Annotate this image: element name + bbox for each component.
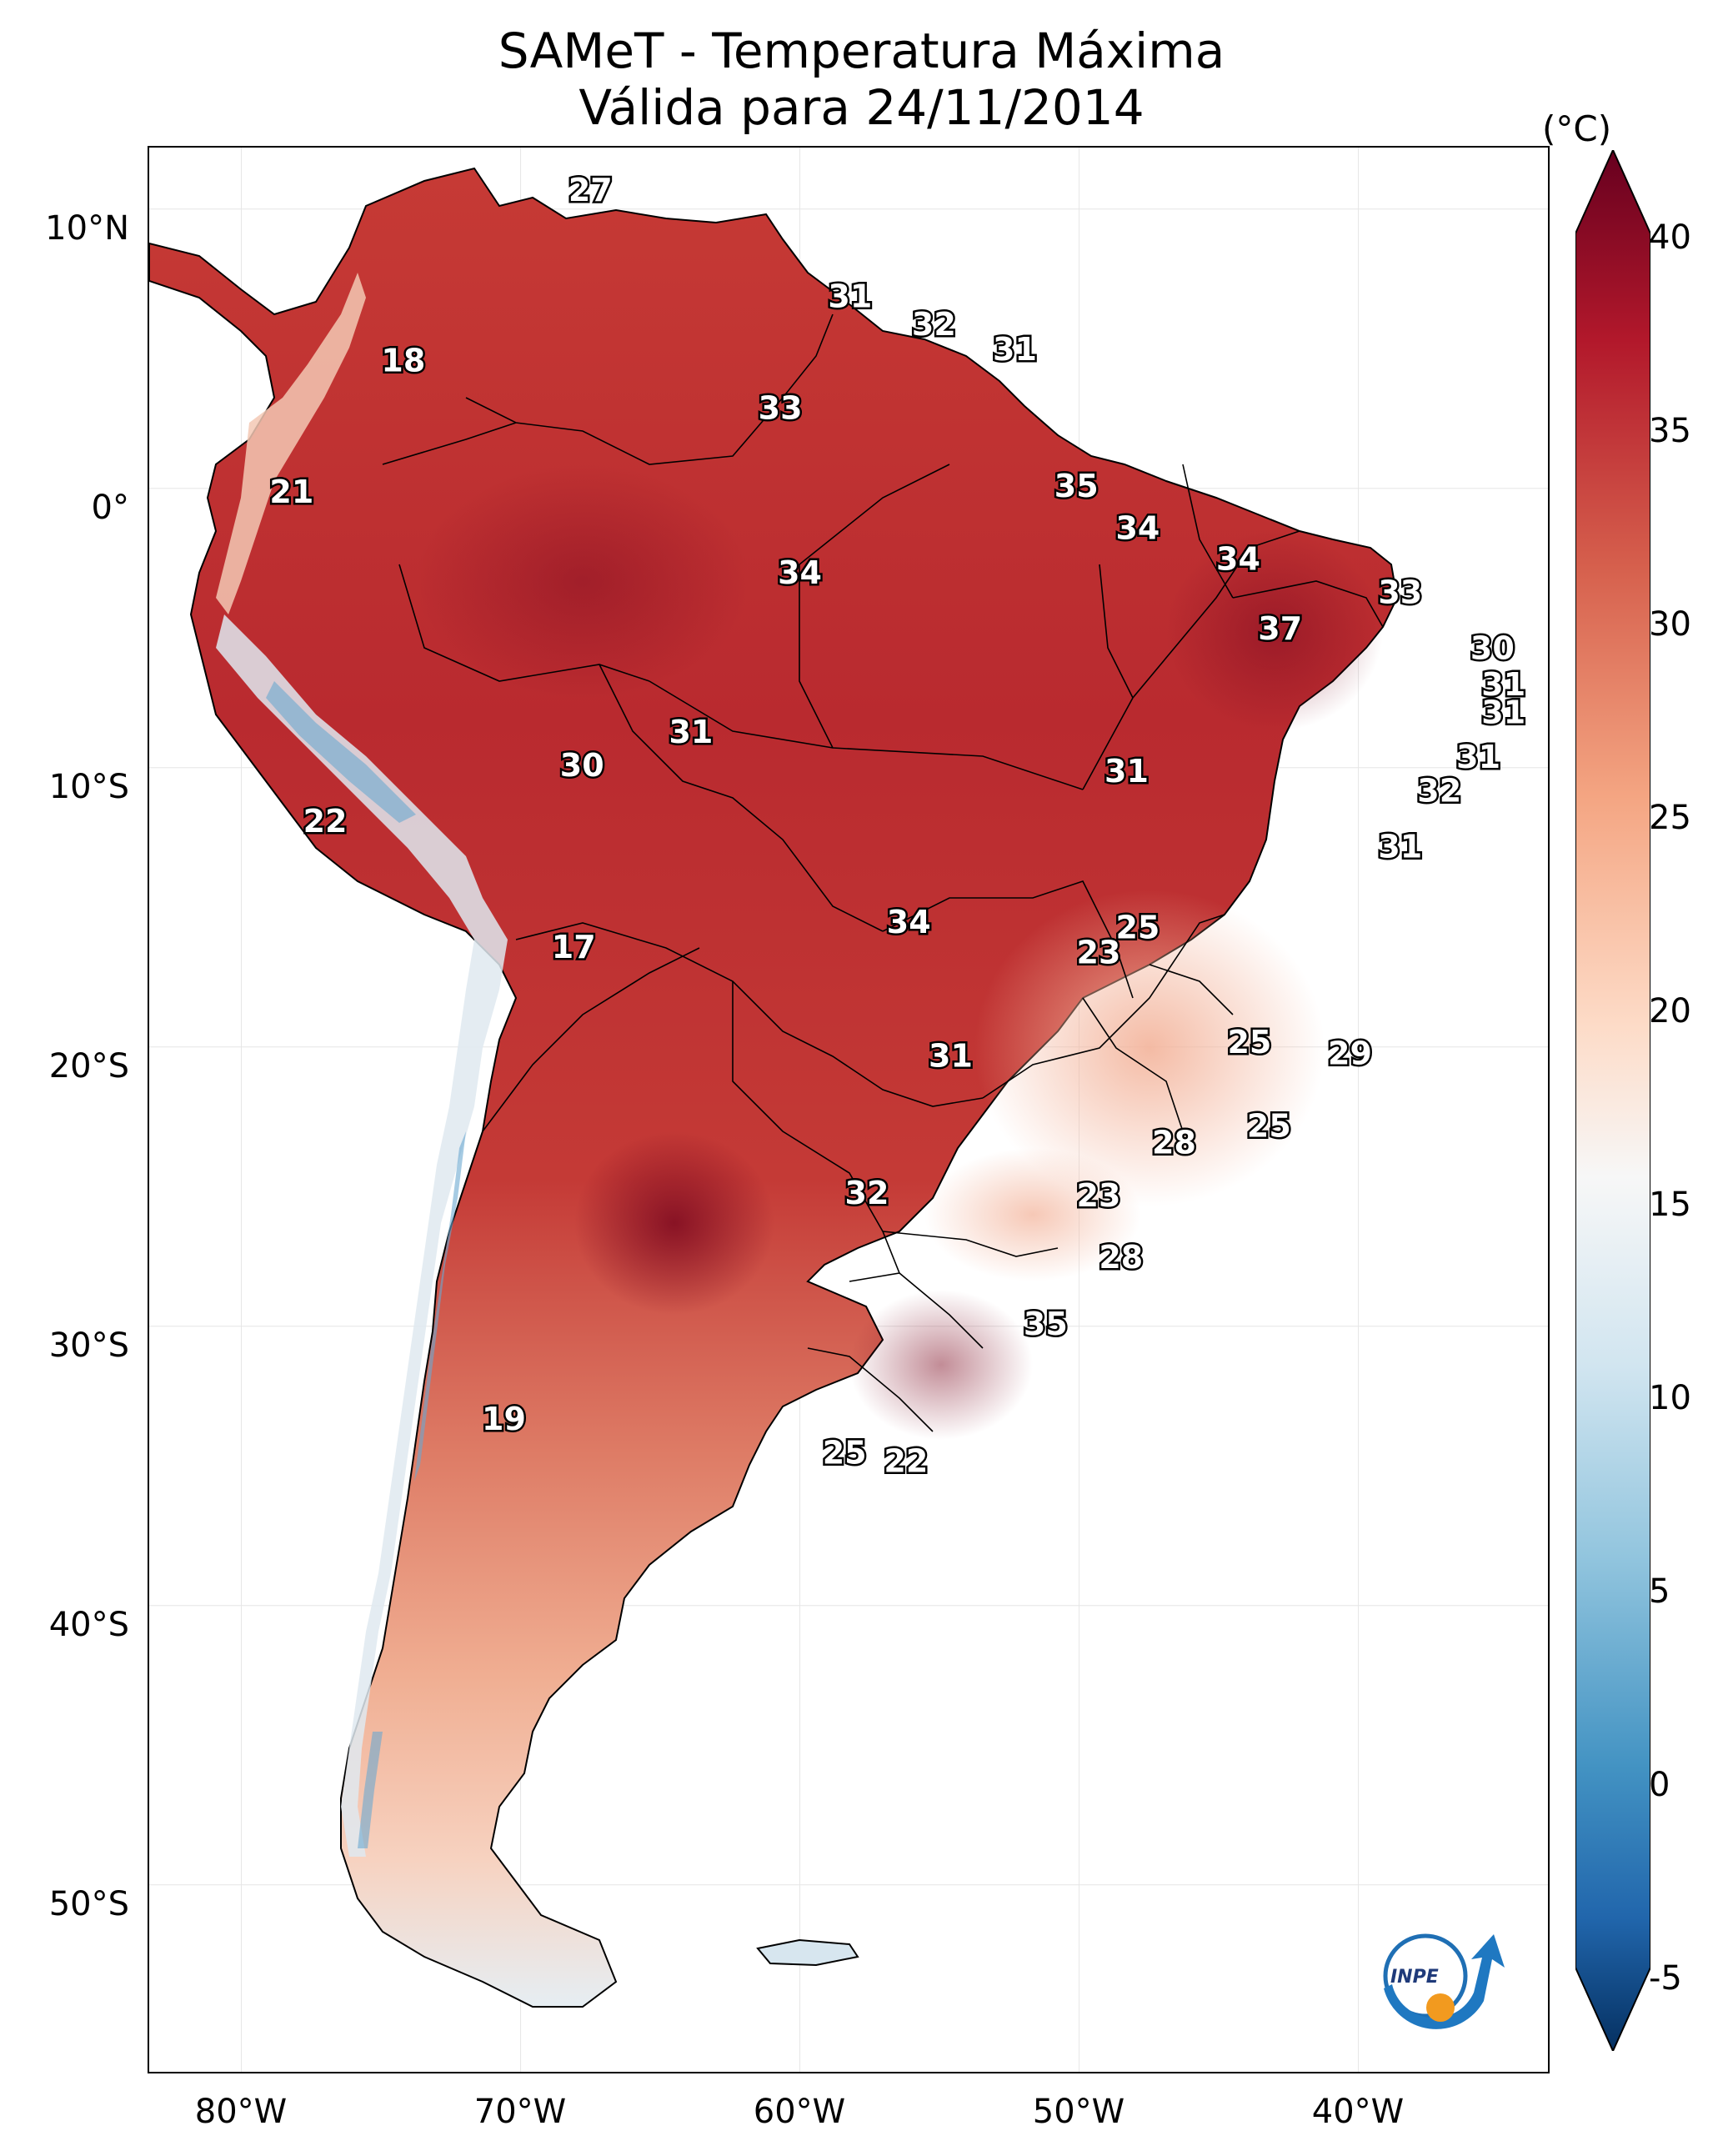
lat-label-50s: 50°S xyxy=(48,1885,129,1923)
station-temperature-label: 33 xyxy=(1378,574,1422,611)
lon-label-60w: 60°W xyxy=(753,2093,846,2131)
station-temperature-label: 23 xyxy=(1077,1177,1121,1214)
northeast-hot-spot xyxy=(1166,531,1383,731)
station-temperature-label: 25 xyxy=(823,1434,867,1471)
station-temperature-label: 31 xyxy=(929,1038,973,1075)
colorbar-unit: (°C) xyxy=(1542,108,1612,149)
map-panel: 27 18 21 31 32 31 33 35 34 34 34 33 37 30 31 31 31 30 31 31… xyxy=(148,146,1550,2073)
lat-label-20s: 20°S xyxy=(48,1047,129,1086)
station-temperature-label: 22 xyxy=(303,803,348,840)
lon-label-80w: 80°W xyxy=(194,2093,288,2131)
lon-label-40w: 40°W xyxy=(1311,2093,1405,2131)
station-temperature-label: 31 xyxy=(993,331,1037,368)
station-temperature-label: 31 xyxy=(1104,753,1149,790)
colorbar-tick-5: 5 xyxy=(1649,1572,1670,1611)
station-temperature-label: 34 xyxy=(778,554,822,591)
station-temperature-label: 25 xyxy=(1115,910,1160,946)
station-temperature-label: 31 xyxy=(1481,694,1525,731)
station-temperature-label: 28 xyxy=(1152,1124,1196,1161)
station-temperature-label: 21 xyxy=(269,474,313,510)
station-temperature-label: 28 xyxy=(1099,1239,1143,1276)
station-temperature-label: 34 xyxy=(1216,540,1260,577)
station-temperature-label: 30 xyxy=(1470,630,1515,667)
svg-text:INPE: INPE xyxy=(1390,1967,1439,1988)
station-temperature-label: 25 xyxy=(1247,1107,1291,1144)
lat-label-0: 0° xyxy=(91,489,129,527)
station-temperature-label: 17 xyxy=(552,929,596,965)
colorbar-tick-20: 20 xyxy=(1649,992,1691,1030)
station-temperature-label: 34 xyxy=(887,904,931,940)
lon-label-70w: 70°W xyxy=(473,2093,567,2131)
station-temperature-label: 32 xyxy=(845,1175,889,1211)
lon-label-50w: 50°W xyxy=(1032,2093,1125,2131)
station-temperature-label: 19 xyxy=(482,1401,526,1437)
south-hot-spot xyxy=(849,1290,1033,1440)
colorbar xyxy=(1575,150,1650,2051)
southeast-warm-spot xyxy=(924,1148,1141,1281)
colorbar-tick-35: 35 xyxy=(1649,412,1691,450)
station-temperature-label: 33 xyxy=(759,389,803,426)
lat-label-40s: 40°S xyxy=(48,1606,129,1644)
colorbar-tick-minus5: -5 xyxy=(1649,1959,1682,1998)
map-title: SAMeT - Temperatura Máxima xyxy=(498,23,1225,79)
colorbar-tick-10: 10 xyxy=(1649,1379,1691,1417)
station-temperature-label: 37 xyxy=(1258,610,1302,647)
falkland-islands xyxy=(756,1938,859,1967)
station-temperature-label: 32 xyxy=(1417,772,1461,809)
station-temperature-label: 23 xyxy=(1077,935,1121,971)
amazon-hot-spot xyxy=(416,464,749,698)
station-temperature-label: 31 xyxy=(1481,666,1525,703)
colorbar-tick-30: 30 xyxy=(1649,605,1691,644)
colorbar-tick-25: 25 xyxy=(1649,799,1691,837)
station-temperature-label: 27 xyxy=(568,172,613,208)
station-temperature-label: 22 xyxy=(884,1442,928,1479)
chaco-hot-spot xyxy=(574,1131,774,1315)
station-temperature-label: 35 xyxy=(1024,1306,1068,1342)
inpe-logo: INPE xyxy=(1383,1933,1505,2029)
station-temperature-label: 32 xyxy=(912,306,956,343)
station-temperature-label: 31 xyxy=(1378,828,1422,865)
country-borders xyxy=(382,313,1384,1432)
station-temperature-label: 30 xyxy=(560,747,604,784)
station-temperature-label: 18 xyxy=(381,342,425,379)
station-temperature-label: 25 xyxy=(1227,1024,1271,1060)
highlands-warm-spot xyxy=(974,890,1325,1206)
station-temperature-label: 29 xyxy=(1328,1035,1372,1071)
station-temperature-label: 31 xyxy=(669,714,713,750)
station-temperature-label: 31 xyxy=(1456,739,1500,775)
map-subtitle: Válida para 24/11/2014 xyxy=(579,79,1144,136)
northern-andes-band xyxy=(216,273,366,614)
colorbar-tick-40: 40 xyxy=(1649,218,1691,257)
lat-label-30s: 30°S xyxy=(48,1326,129,1365)
lat-label-10s: 10°S xyxy=(48,768,129,806)
station-temperature-label: 35 xyxy=(1054,468,1099,504)
colorbar-tick-0: 0 xyxy=(1649,1766,1670,1804)
station-temperature-label: 34 xyxy=(1115,509,1160,546)
colorbar-tick-15: 15 xyxy=(1649,1186,1691,1224)
lat-label-10n: 10°N xyxy=(45,209,129,248)
station-temperature-label: 31 xyxy=(828,278,872,314)
